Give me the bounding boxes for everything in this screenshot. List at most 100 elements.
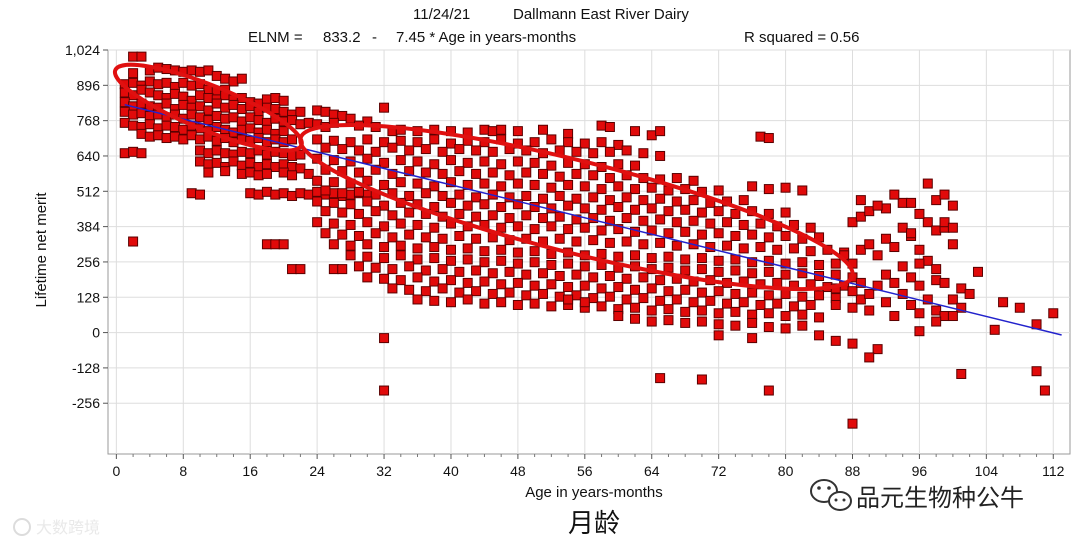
data-point bbox=[655, 214, 666, 225]
data-point bbox=[220, 148, 231, 159]
data-point bbox=[295, 106, 306, 117]
data-point bbox=[412, 219, 423, 230]
data-point bbox=[621, 294, 632, 305]
data-point bbox=[630, 250, 641, 261]
data-point bbox=[479, 156, 490, 167]
data-point bbox=[153, 90, 164, 101]
data-point bbox=[245, 167, 256, 178]
data-point bbox=[571, 269, 582, 280]
header-herd: Dallmann East River Dairy bbox=[513, 6, 689, 23]
data-point bbox=[496, 297, 507, 308]
data-point bbox=[186, 130, 197, 141]
data-point bbox=[596, 120, 607, 131]
data-point bbox=[287, 134, 298, 145]
data-point bbox=[195, 156, 206, 167]
data-point bbox=[638, 195, 649, 206]
data-point bbox=[312, 217, 323, 228]
data-point bbox=[278, 239, 289, 250]
data-point bbox=[345, 137, 356, 148]
data-point bbox=[563, 282, 574, 293]
trend-layer bbox=[124, 103, 1062, 336]
data-point bbox=[730, 265, 741, 276]
data-point bbox=[462, 294, 473, 305]
data-point bbox=[412, 156, 423, 167]
data-point bbox=[788, 243, 799, 254]
data-point bbox=[546, 160, 557, 171]
data-point bbox=[144, 87, 155, 98]
data-point bbox=[236, 160, 247, 171]
data-point bbox=[337, 188, 348, 199]
data-point bbox=[504, 213, 515, 224]
data-point bbox=[730, 230, 741, 241]
data-point bbox=[512, 258, 523, 269]
data-point bbox=[328, 239, 339, 250]
data-point bbox=[747, 333, 758, 344]
data-point bbox=[454, 266, 465, 277]
data-point bbox=[203, 167, 214, 178]
data-point bbox=[596, 204, 607, 215]
x-tick-label: 104 bbox=[975, 463, 999, 479]
data-point bbox=[872, 344, 883, 355]
data-point bbox=[931, 225, 942, 236]
data-point bbox=[445, 244, 456, 255]
data-point bbox=[362, 196, 373, 207]
data-point bbox=[747, 309, 758, 320]
data-point bbox=[763, 184, 774, 195]
data-point bbox=[379, 333, 390, 344]
data-point bbox=[638, 239, 649, 250]
data-point bbox=[696, 229, 707, 240]
data-point bbox=[855, 195, 866, 206]
data-point bbox=[479, 246, 490, 257]
data-point bbox=[203, 93, 214, 104]
data-point bbox=[880, 203, 891, 214]
data-point bbox=[278, 137, 289, 148]
data-point bbox=[646, 253, 657, 264]
data-point bbox=[128, 77, 139, 88]
data-point bbox=[939, 311, 950, 322]
header-r-squared: R squared = 0.56 bbox=[744, 29, 860, 46]
data-point bbox=[604, 173, 615, 184]
data-point bbox=[429, 276, 440, 287]
data-point bbox=[604, 237, 615, 248]
data-point bbox=[178, 134, 189, 145]
data-point bbox=[471, 192, 482, 203]
data-point bbox=[554, 291, 565, 302]
watermark-left-icon bbox=[13, 518, 31, 536]
data-point bbox=[713, 319, 724, 330]
data-point bbox=[462, 243, 473, 254]
data-point bbox=[195, 66, 206, 77]
data-point bbox=[688, 215, 699, 226]
data-point bbox=[387, 142, 398, 153]
data-point bbox=[655, 237, 666, 248]
data-point bbox=[571, 236, 582, 247]
data-point bbox=[964, 288, 975, 299]
data-point bbox=[253, 170, 264, 181]
data-point bbox=[529, 157, 540, 168]
data-point bbox=[186, 80, 197, 91]
data-point bbox=[563, 224, 574, 235]
data-point bbox=[655, 275, 666, 286]
data-point bbox=[412, 254, 423, 265]
data-point bbox=[797, 185, 808, 196]
data-point bbox=[638, 293, 649, 304]
data-point bbox=[312, 196, 323, 207]
data-point bbox=[429, 181, 440, 192]
data-point bbox=[571, 214, 582, 225]
data-point bbox=[763, 133, 774, 144]
data-point bbox=[370, 228, 381, 239]
data-point bbox=[136, 51, 147, 62]
data-point bbox=[730, 320, 741, 331]
data-point bbox=[512, 247, 523, 258]
data-point bbox=[797, 320, 808, 331]
data-point bbox=[387, 283, 398, 294]
data-point bbox=[178, 124, 189, 135]
data-point bbox=[295, 264, 306, 275]
data-point bbox=[278, 126, 289, 137]
data-point bbox=[763, 266, 774, 277]
data-point bbox=[471, 265, 482, 276]
data-point bbox=[646, 305, 657, 316]
data-point bbox=[847, 286, 858, 297]
data-point bbox=[471, 168, 482, 179]
data-point bbox=[655, 193, 666, 204]
